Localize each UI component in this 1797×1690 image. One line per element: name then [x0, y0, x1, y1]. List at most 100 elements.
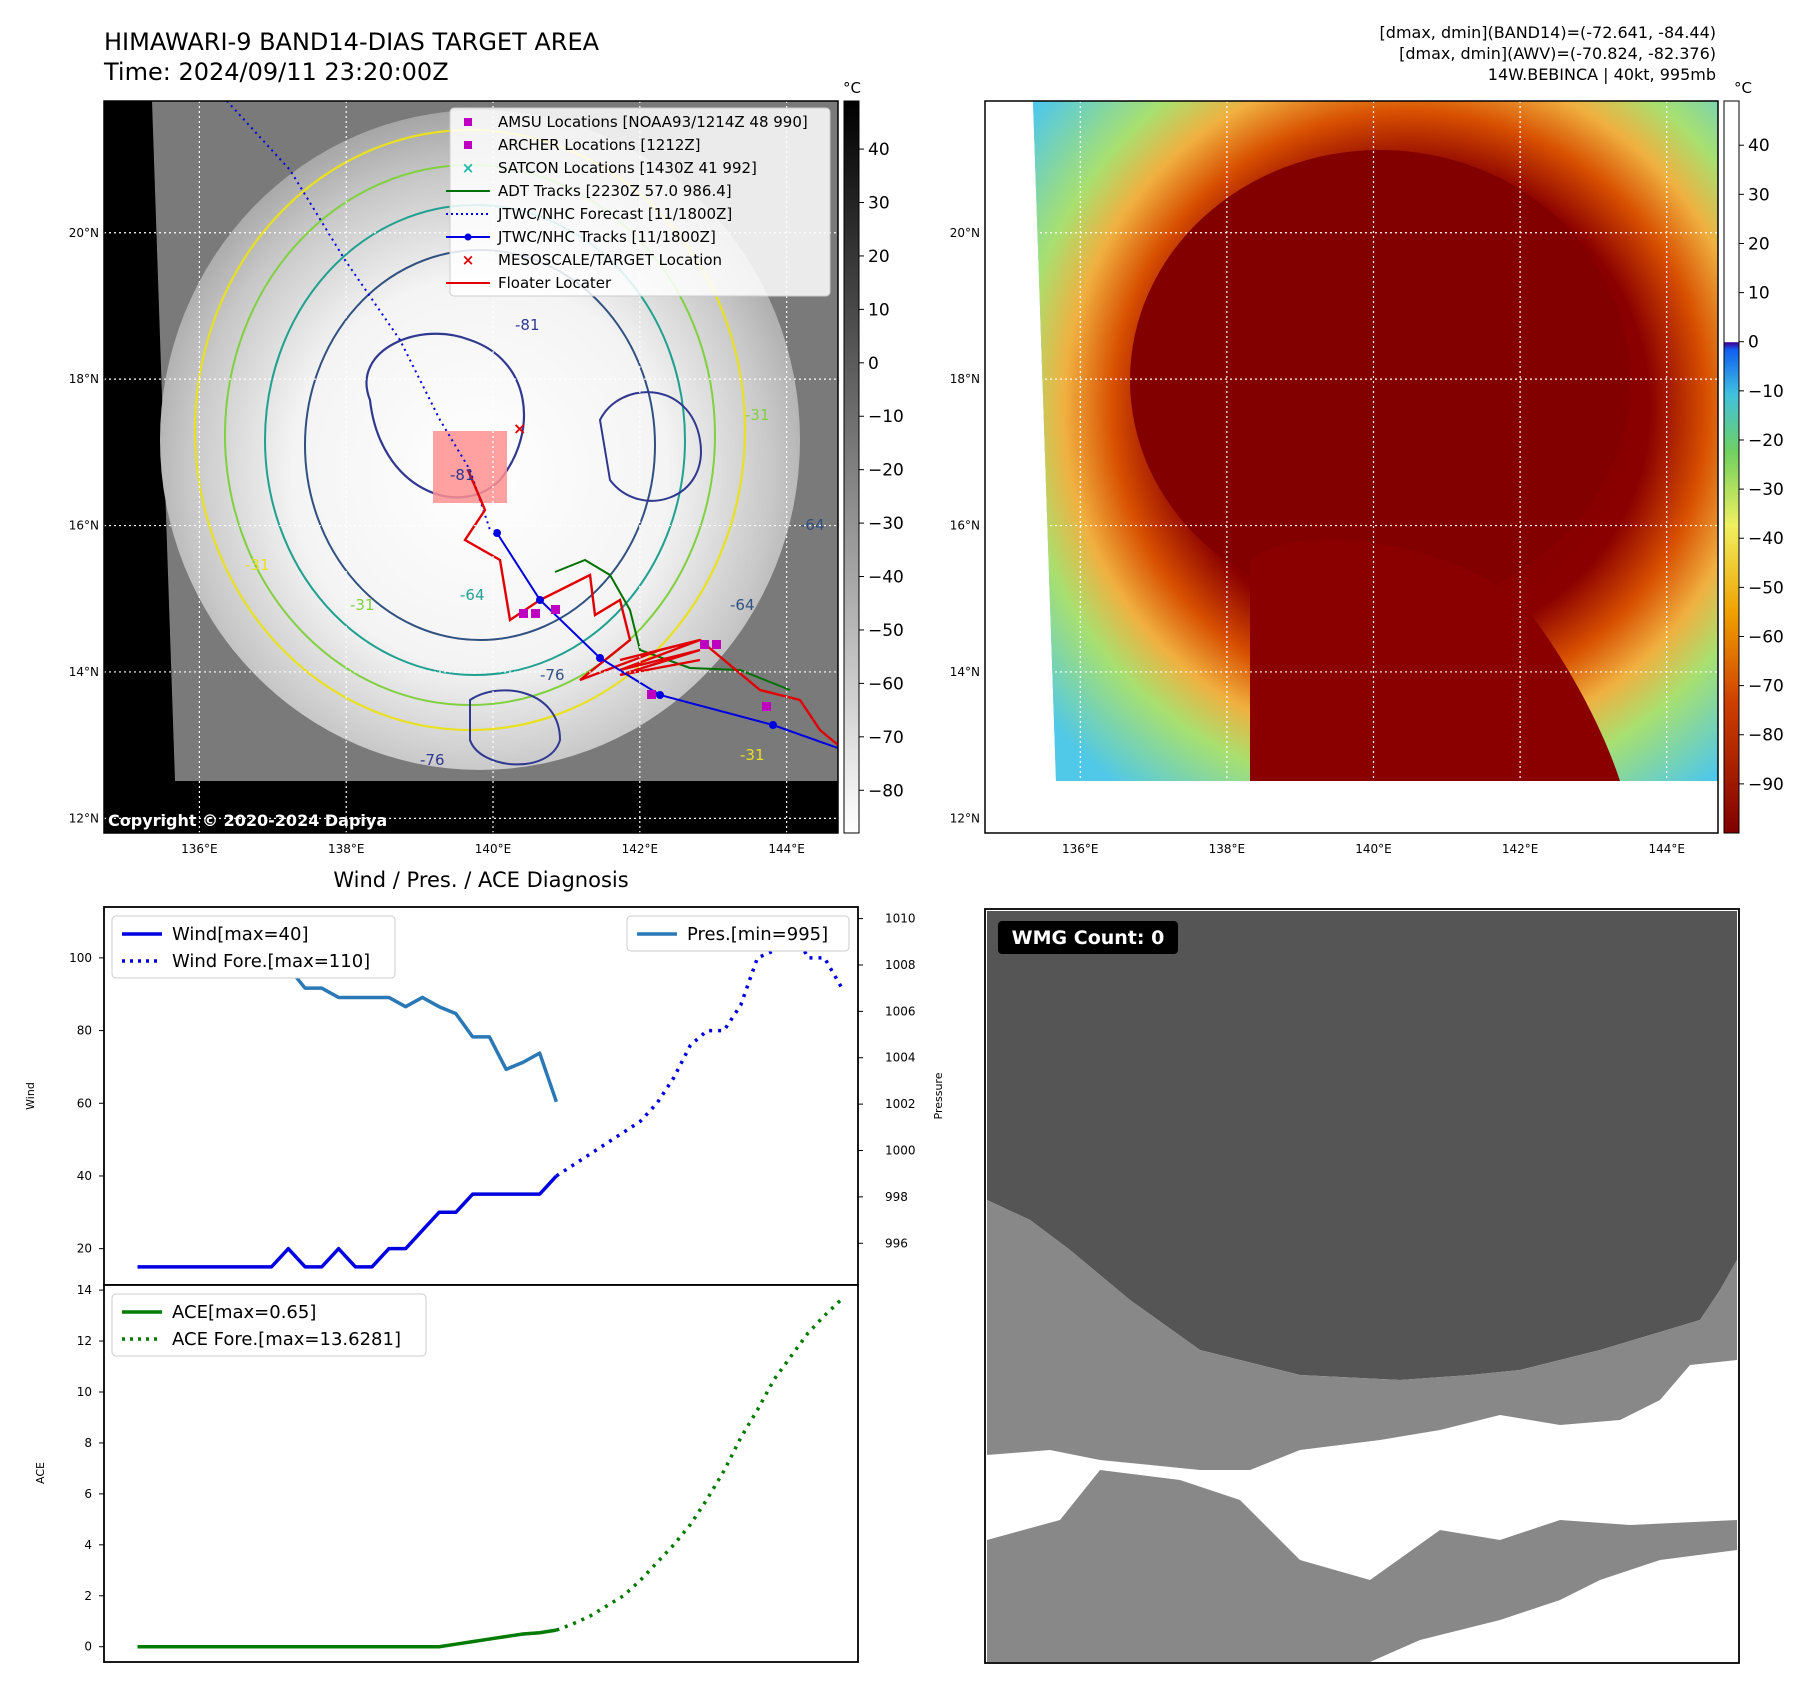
- color-colorbar-tick-label: −20: [1748, 431, 1784, 451]
- ace-axis-tick-label: 4: [84, 1538, 92, 1552]
- contour-label: -31: [745, 406, 770, 424]
- info-band14: [dmax, dmin](BAND14)=(-72.641, -84.44): [1380, 23, 1716, 42]
- adt-track-line: [554, 558, 791, 691]
- color-colorbar-tick-label: 10: [1748, 284, 1770, 304]
- contour-label: -64: [730, 596, 755, 614]
- color-colorbar-tick-label: −40: [1748, 529, 1784, 549]
- color-colorbar: °C 40 30 20 10 0 −10 −20 −30 −40 −50 −60 −70 −80 −90: [1723, 79, 1784, 834]
- legend-box: [449, 107, 831, 297]
- ir-lon-label: 144°E: [768, 842, 805, 856]
- wmg-mid-region: [987, 1200, 1737, 1470]
- color-lon-label: 138°E: [1209, 842, 1246, 856]
- color-colorbar-tick-label: −30: [1748, 480, 1784, 500]
- color-colorbar-tick-label: −60: [1748, 627, 1784, 647]
- legend-marker-square: [464, 141, 472, 149]
- color-lat-label: 14°N: [950, 665, 980, 679]
- color-colorbar-tick-label: 40: [1748, 136, 1770, 156]
- color-colorbar-tick-label: −90: [1748, 775, 1784, 795]
- amsu-marker: [519, 609, 528, 618]
- floater-locater-cluster: [619, 638, 701, 677]
- copyright-text: Copyright © 2020-2024 Dapiya: [108, 811, 387, 830]
- legend-marker-square: [464, 118, 472, 126]
- jtwc-track-point: [536, 596, 544, 604]
- wind-axis-label: Wind: [24, 1082, 37, 1110]
- wmg-dark-region: [987, 911, 1737, 1380]
- archer-marker: [551, 605, 560, 614]
- jtwc-track-point: [769, 721, 777, 729]
- color-lat-label: 16°N: [950, 519, 980, 533]
- color-cold-band-south: [1250, 539, 1620, 781]
- figure-title: HIMAWARI-9 BAND14-DIAS TARGET AREA: [104, 28, 600, 56]
- color-map-lat-labels: 20°N 18°N 16°N 14°N 12°N: [950, 226, 980, 826]
- wmg-panel: WMG Count: 0: [984, 908, 1740, 1664]
- chart-legend-label: Wind[max=40]: [172, 924, 309, 945]
- contour-core: [365, 332, 526, 499]
- contour-label: -81: [450, 466, 475, 484]
- pressure-axis-tick-label: 1002: [885, 1097, 916, 1111]
- wind-axis-tick-label: 100: [69, 951, 92, 965]
- ir-colorbar-tick-label: −10: [868, 407, 904, 427]
- color-map-gridlines: [985, 101, 1718, 833]
- mesoscale-target-marker: ×: [513, 419, 526, 438]
- ir-lon-label: 140°E: [475, 842, 512, 856]
- color-colorbar-bar: [1723, 100, 1740, 834]
- ace-axis-tick-label: 6: [84, 1487, 92, 1501]
- contour-label: -64: [800, 516, 825, 534]
- ir-colorbar-tick-label: −40: [868, 568, 904, 588]
- wmg-frame: [984, 908, 1740, 1664]
- archer-marker: [647, 690, 656, 699]
- ir-colorbar-tick-label: −80: [868, 781, 904, 801]
- pressure-axis-tick-label: 1006: [885, 1004, 916, 1018]
- color-lat-label: 18°N: [950, 372, 980, 386]
- legend-marker-dot: [464, 233, 472, 241]
- ir-colorbar-tick-label: 10: [868, 300, 890, 320]
- chart-legend-box: [111, 915, 396, 979]
- ir-colorbar-tick-label: −30: [868, 514, 904, 534]
- legend-label: AMSU Locations [NOAA93/1214Z 48 990]: [498, 113, 808, 131]
- wind-axis-tick-label: 80: [77, 1024, 92, 1038]
- chart-legend-label: Pres.[min=995]: [687, 924, 828, 945]
- chart-legend-label: ACE[max=0.65]: [172, 1302, 316, 1323]
- ir-colorbar-tick-label: −50: [868, 621, 904, 641]
- ir-lon-label: 142°E: [622, 842, 659, 856]
- ir-lon-label: 136°E: [181, 842, 218, 856]
- series-line-wind: [137, 1174, 558, 1269]
- color-colorbar-tick-label: −70: [1748, 677, 1784, 697]
- ace-axis-tick-label: 2: [84, 1589, 92, 1603]
- ir-colorbar-tick-label: −20: [868, 461, 904, 481]
- pressure-axis-tick-label: 1004: [885, 1051, 916, 1065]
- ace-axis-tick-label: 8: [84, 1436, 92, 1450]
- jtwc-track-line: [496, 532, 838, 749]
- color-colorbar-tick-label: 20: [1748, 234, 1770, 254]
- color-colorbar-tick-label: −50: [1748, 578, 1784, 598]
- ir-colorbar: °C 40 30 20 10 0 −10 −20 −30 −40 −50 −60 −70 −80: [843, 79, 904, 834]
- pressure-axis-tick-label: 1000: [885, 1143, 916, 1157]
- color-map-frame: [984, 100, 1719, 834]
- ace-axis-tick-label: 0: [84, 1640, 92, 1654]
- contour-label: -31: [740, 746, 765, 764]
- wmg-count-label: WMG Count: 0: [1012, 927, 1165, 949]
- ir-colorbar-tick-label: 0: [868, 354, 879, 374]
- ace-chart: ACE 0 2 4 6 8 10 12 14 ACE[max=0.65] ACE Fore.[ma…: [34, 1283, 859, 1663]
- ir-colorbar-unit: °C: [843, 79, 861, 97]
- ir-colorbar-bar: [843, 100, 860, 834]
- pressure-axis-tick-label: 998: [885, 1190, 908, 1204]
- chart-legend-label: ACE Fore.[max=13.6281]: [172, 1329, 401, 1350]
- ace-axis-label: ACE: [34, 1462, 47, 1484]
- jtwc-track-point: [596, 654, 604, 662]
- contour-label: -64: [460, 586, 485, 604]
- chart-legend-label: Wind Fore.[max=110]: [172, 951, 370, 972]
- ir-colorbar-tick-label: 20: [868, 247, 890, 267]
- color-colorbar-tick-label: 30: [1748, 185, 1770, 205]
- legend-label: SATCON Locations [1430Z 41 992]: [498, 159, 757, 177]
- wmg-count-badge: [998, 921, 1178, 954]
- legend-label: ARCHER Locations [1212Z]: [498, 136, 701, 154]
- archer-marker: [762, 702, 771, 711]
- legend-label: JTWC/NHC Tracks [11/1800Z]: [497, 228, 716, 246]
- ir-no-data-strip: [104, 781, 838, 833]
- ir-lat-label: 16°N: [69, 519, 99, 533]
- pressure-axis-tick-label: 996: [885, 1236, 908, 1250]
- ir-lat-label: 14°N: [69, 665, 99, 679]
- ace-axis-tick-label: 10: [77, 1385, 92, 1399]
- pressure-axis-label: Pressure: [932, 1072, 945, 1119]
